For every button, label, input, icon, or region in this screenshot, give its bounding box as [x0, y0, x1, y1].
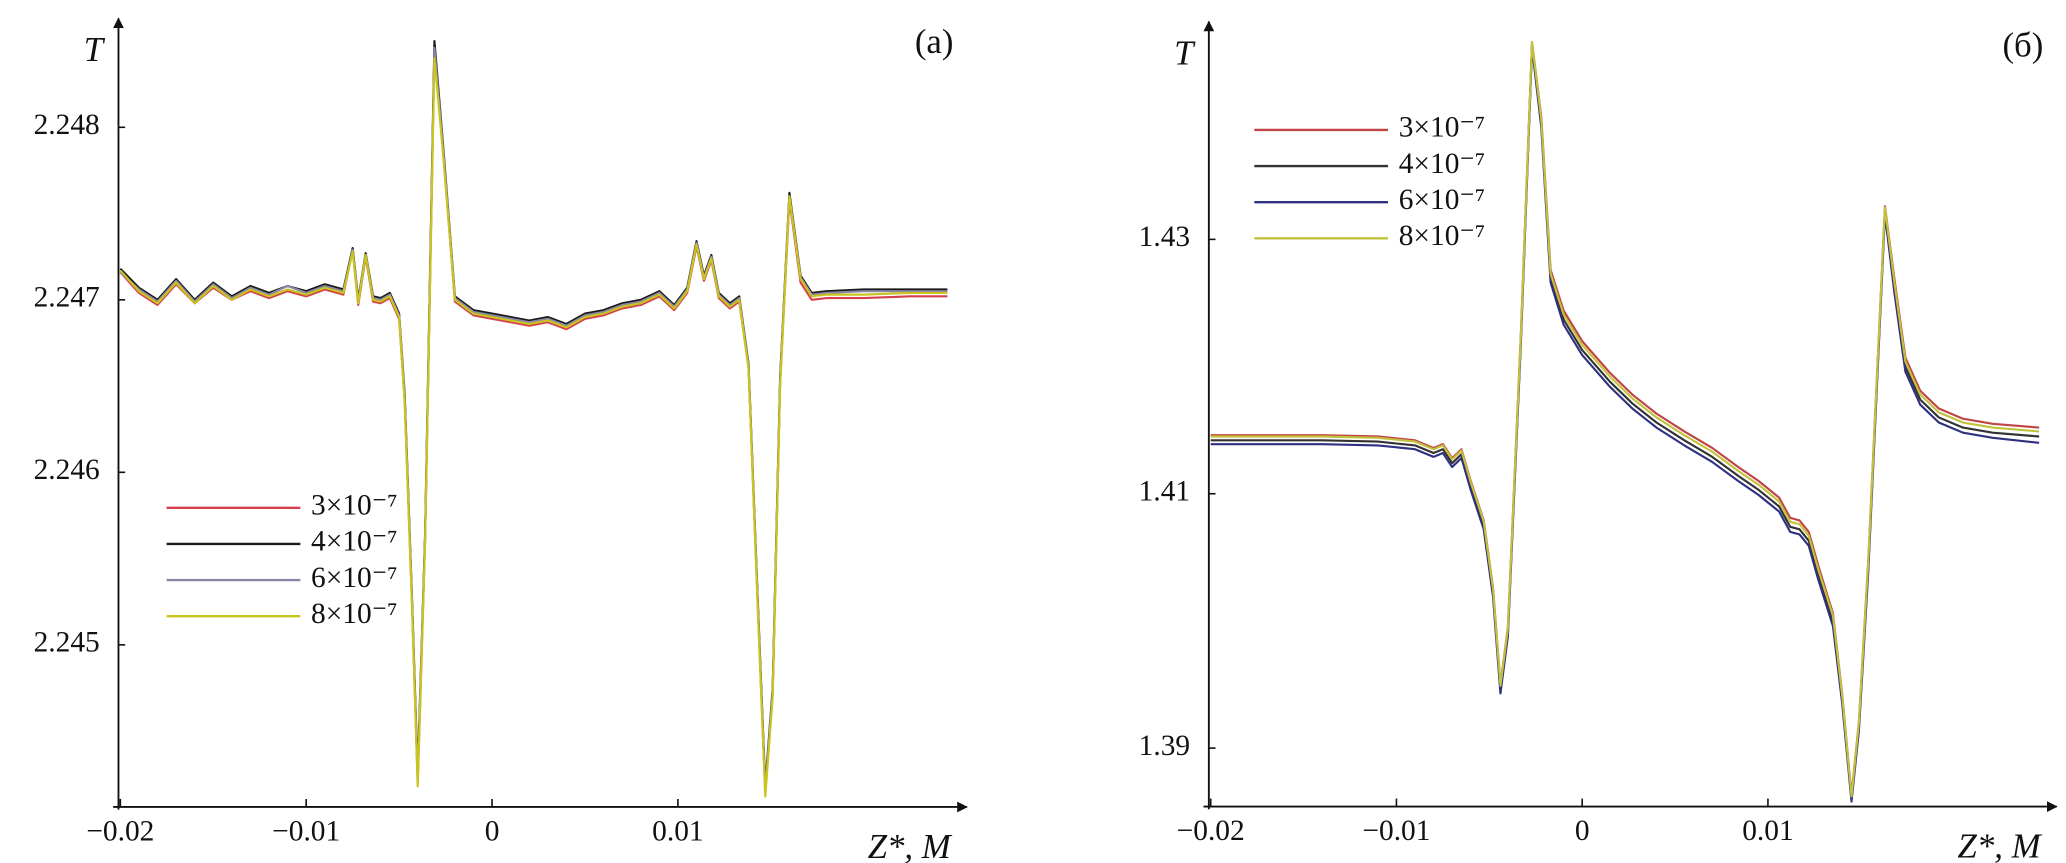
legend-label: 4×10⁻⁷ — [1399, 148, 1485, 180]
x-tick-label: 0 — [1575, 815, 1590, 847]
legend-label: 8×10⁻⁷ — [311, 598, 397, 630]
y-tick-label: 2.247 — [34, 282, 100, 314]
legend-label: 8×10⁻⁷ — [1399, 220, 1485, 252]
legend-label: 6×10⁻⁷ — [1399, 184, 1485, 216]
x-tick-label: 0.01 — [652, 815, 703, 847]
data-line — [1210, 41, 2040, 797]
legend-label: 3×10⁻⁷ — [311, 490, 397, 522]
data-line — [119, 39, 948, 788]
x-tick-label: 0 — [485, 815, 500, 847]
x-axis-label: Z*, M — [868, 827, 953, 863]
y-tick-label: 1.41 — [1139, 475, 1190, 507]
data-line — [119, 57, 948, 798]
legend-label: 4×10⁻⁷ — [311, 526, 397, 558]
panel-label: (б) — [2002, 25, 2043, 64]
data-line — [1210, 46, 2040, 803]
data-line — [1210, 43, 2040, 801]
y-tick-label: 2.246 — [34, 454, 100, 486]
x-tick-label: −0.02 — [1177, 815, 1245, 847]
x-tick-label: −0.01 — [272, 815, 340, 847]
y-tick-label: 1.43 — [1139, 221, 1190, 253]
x-tick-label: 0.01 — [1742, 815, 1793, 847]
panel-label: (a) — [915, 22, 954, 61]
legend-label: 6×10⁻⁷ — [311, 562, 397, 594]
y-axis-label: T — [84, 30, 106, 69]
data-line — [119, 48, 948, 795]
y-tick-label: 1.39 — [1139, 730, 1190, 762]
y-axis-label: T — [1174, 33, 1196, 72]
x-axis-label: Z*, M — [1958, 826, 2043, 863]
data-line — [119, 46, 948, 791]
x-tick-label: −0.02 — [86, 815, 154, 847]
y-tick-label: 2.245 — [34, 627, 100, 659]
legend-label: 3×10⁻⁷ — [1399, 112, 1485, 144]
data-line — [1210, 41, 2040, 798]
x-tick-label: −0.01 — [1362, 815, 1430, 847]
y-tick-label: 2.248 — [34, 109, 100, 141]
